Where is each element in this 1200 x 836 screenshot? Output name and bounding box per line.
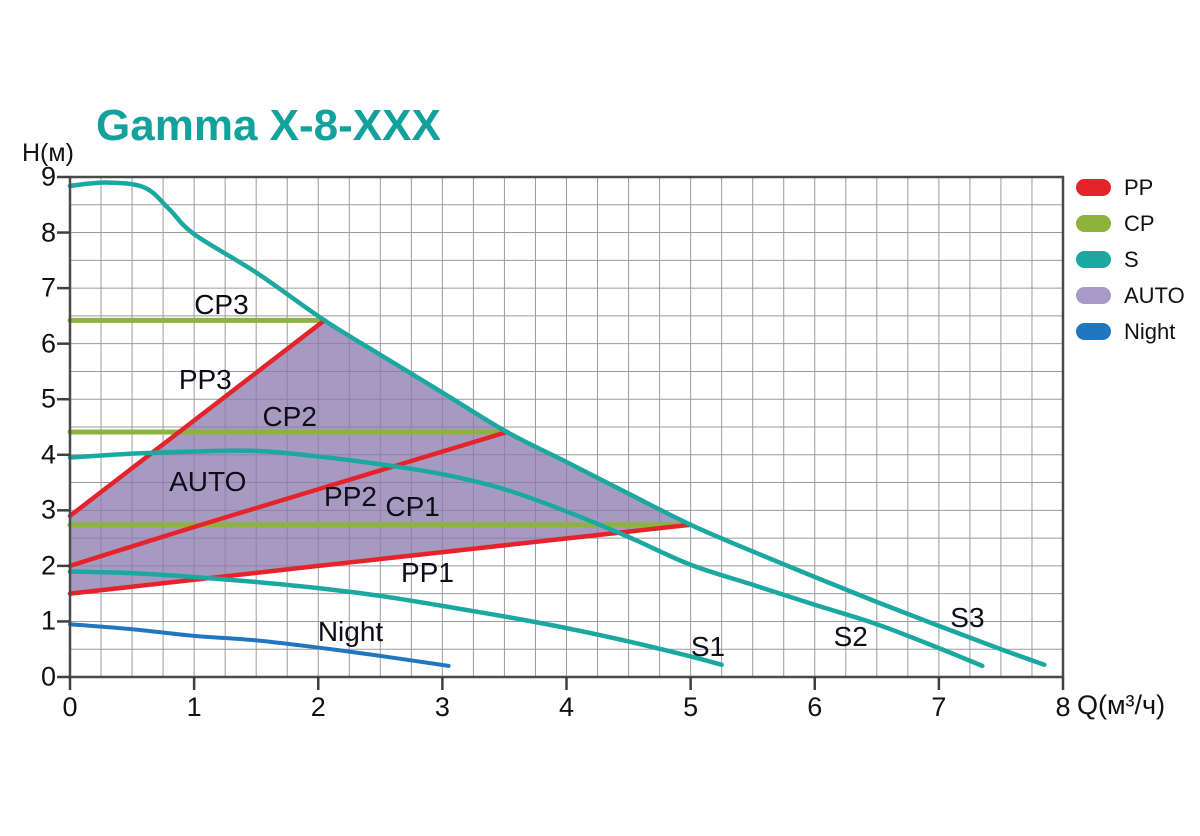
y-tick-label: 5 xyxy=(40,383,56,414)
curve-night xyxy=(68,622,451,668)
y-tick-label: 9 xyxy=(40,161,56,192)
legend-item-auto: AUTO xyxy=(1076,284,1185,307)
legend-swatch-pp xyxy=(1076,179,1111,196)
curve-label-cp2: CP2 xyxy=(262,401,317,432)
curve-label-night: Night xyxy=(317,616,384,647)
legend-item-cp: CP xyxy=(1076,212,1185,235)
x-tick-label: 5 xyxy=(683,692,699,722)
y-tick-label: 0 xyxy=(40,661,56,692)
y-tick-label: 4 xyxy=(40,439,56,470)
y-tick-label: 1 xyxy=(40,605,56,636)
chart-title: Gamma X-8-XXX xyxy=(96,101,441,150)
curve-label-cp3: CP3 xyxy=(194,289,249,321)
legend-label: S xyxy=(1124,246,1139,272)
curve-s2 xyxy=(67,448,985,669)
curve-label-pp1: PP1 xyxy=(401,557,454,589)
y-tick-label: 7 xyxy=(40,272,56,303)
x-tick-label: 0 xyxy=(62,692,78,722)
legend-label: PP xyxy=(1124,174,1154,200)
y-tick-label: 8 xyxy=(40,217,56,248)
legend-swatch-auto xyxy=(1076,287,1111,304)
curve-label-s1: S1 xyxy=(690,631,726,662)
curve-label-s2: S2 xyxy=(833,621,868,652)
legend-item-pp: PP xyxy=(1076,176,1185,199)
curve-label-pp3: PP3 xyxy=(178,364,232,396)
curve-label-auto: AUTO xyxy=(169,466,247,497)
curve-label-s3: S3 xyxy=(950,602,985,634)
y-tick-label: 2 xyxy=(40,550,56,581)
x-tick-label: 4 xyxy=(558,692,575,722)
curve-label-cp1: CP1 xyxy=(385,491,440,522)
x-tick-label: 2 xyxy=(310,692,326,722)
curve-s3 xyxy=(67,180,1047,668)
legend-swatch-cp xyxy=(1076,215,1111,232)
x-tick-label: 3 xyxy=(434,692,450,722)
legend-swatch-night xyxy=(1076,323,1111,340)
y-axis-title: H(м) xyxy=(22,139,74,167)
y-tick-label: 3 xyxy=(40,494,56,525)
legend: PP CP S AUTO Night xyxy=(1076,176,1185,343)
y-tick-label: 6 xyxy=(40,328,56,359)
curve-s1 xyxy=(67,569,724,668)
curve-pp3 xyxy=(67,318,327,519)
curve-pp1 xyxy=(67,522,693,596)
x-tick-label: 7 xyxy=(931,692,947,722)
x-tick-label: 1 xyxy=(186,692,202,722)
curve-label-pp2: PP2 xyxy=(324,481,377,512)
legend-item-s: S xyxy=(1076,248,1185,271)
legend-label: AUTO xyxy=(1124,282,1185,308)
curve-pp2 xyxy=(67,429,510,569)
x-tick-label: 6 xyxy=(807,692,823,722)
legend-item-night: Night xyxy=(1076,320,1185,343)
legend-label: Night xyxy=(1124,318,1176,344)
x-axis-title: Q(м³/ч) xyxy=(1077,690,1166,720)
legend-label: CP xyxy=(1124,210,1155,236)
legend-swatch-s xyxy=(1076,251,1111,268)
x-tick-label: 8 xyxy=(1055,692,1071,722)
